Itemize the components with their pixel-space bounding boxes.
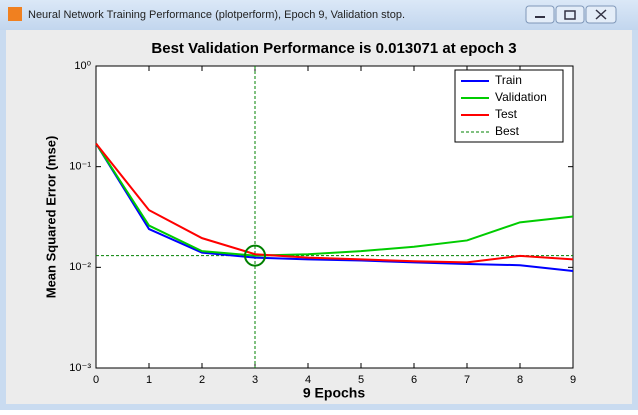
y-tick-label: 10⁻² <box>69 261 91 273</box>
y-tick-label: 10⁰ <box>74 60 91 72</box>
legend-label: Validation <box>495 90 547 104</box>
x-tick-label: 4 <box>305 374 311 386</box>
x-tick-label: 3 <box>252 374 258 386</box>
app-icon <box>8 7 22 21</box>
chart-title: Best Validation Performance is 0.013071 … <box>151 40 516 57</box>
best-marker <box>244 244 266 267</box>
legend-label: Train <box>495 73 522 87</box>
x-tick-label: 7 <box>464 374 470 386</box>
x-tick-label: 5 <box>358 374 364 386</box>
maximize-button[interactable] <box>555 5 585 24</box>
maximize-icon <box>564 10 576 20</box>
x-tick-label: 9 <box>570 374 576 386</box>
y-axis-label: Mean Squared Error (mse) <box>43 136 58 299</box>
x-tick-label: 1 <box>146 374 152 386</box>
legend-label: Test <box>495 107 518 121</box>
legend-label: Best <box>495 124 520 138</box>
x-axis-label: 9 Epochs <box>303 385 365 401</box>
series-line <box>95 142 574 272</box>
close-icon <box>595 9 607 20</box>
minimize-button[interactable] <box>525 5 555 24</box>
y-tick-label: 10⁻³ <box>69 362 91 374</box>
x-tick-label: 6 <box>411 374 417 386</box>
x-tick-label: 2 <box>199 374 205 386</box>
y-tick-label: 10⁻¹ <box>69 161 91 173</box>
series-line <box>95 142 574 264</box>
x-tick-label: 8 <box>517 374 523 386</box>
x-tick-label: 0 <box>93 374 99 386</box>
series-line <box>95 142 574 257</box>
window-title: Neural Network Training Performance (plo… <box>28 9 405 21</box>
